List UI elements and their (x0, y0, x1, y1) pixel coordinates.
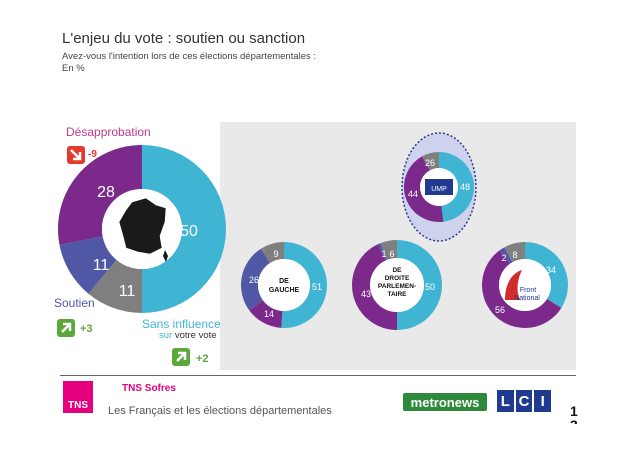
main-label-11b: 11 (119, 283, 136, 300)
main-donut-slice-3 (57, 145, 142, 245)
main-label-11a: 11 (93, 257, 110, 274)
fn-logo-text-2: National (514, 295, 540, 302)
fn-flame-icon (505, 270, 522, 300)
brand-name: TNS Sofres (122, 383, 176, 394)
ump-donut-slice-1 (404, 156, 444, 222)
ump-label-48: 48 (460, 182, 470, 192)
disapproval-delta: -9 (88, 149, 97, 160)
fn-donut-hole (499, 259, 551, 311)
droite-name-4: TAIRE (387, 291, 407, 298)
main-donut-slice-1 (88, 259, 142, 313)
no-influence-sub-sur: sur (159, 330, 173, 341)
lci-logo: L C I (497, 390, 552, 412)
ump-logo-text: UMP (431, 186, 447, 193)
gauche-name-1: DE (279, 278, 289, 285)
gauche-label-26: 26 (249, 275, 259, 285)
gauche-donut-hole (258, 259, 310, 311)
droite-label-1: 1 (381, 249, 386, 259)
gauche-label-9: 9 (273, 249, 278, 259)
main-donut-slice-2 (59, 236, 117, 294)
support-label: Soutien (54, 296, 95, 310)
droite-label-50: 50 (425, 282, 435, 292)
arrow-down-right-icon (67, 146, 85, 164)
fn-label-56: 56 (495, 305, 505, 315)
droite-name-1: DE (392, 267, 402, 274)
gauche-label-14: 14 (264, 309, 274, 319)
droite-donut-hole (370, 258, 424, 312)
subtitle-unit: En % (62, 63, 85, 74)
subtitle-question: Avez-vous l'intention lors de ces électi… (62, 51, 317, 62)
droite-donut-slice-3 (380, 240, 397, 260)
lci-letter-c: C (515, 390, 533, 412)
fn-label-8: 8 (512, 250, 517, 260)
ump-donut-slice-0 (439, 152, 474, 222)
disapproval-label: Désapprobation (66, 125, 151, 139)
footer-text: Les Français et les élections départemen… (108, 405, 332, 417)
main-label-50: 50 (180, 223, 198, 240)
subtitle: Avez-vous l'intention lors de ces électi… (62, 51, 316, 75)
lci-letter-l: L (497, 390, 514, 412)
page-number: 1 3 (570, 404, 578, 424)
page-title: L'enjeu du vote : soutien ou sanction (62, 30, 306, 47)
fn-label-34: 34 (546, 265, 556, 275)
france-map-icon (118, 197, 167, 255)
droite-donut-slice-1 (352, 244, 397, 330)
ump-donut-slice-3 (422, 152, 439, 171)
fn-label-2: 2 (501, 253, 506, 263)
fn-donut-slice-2 (499, 247, 513, 264)
fn-donut-slice-1 (481, 250, 562, 328)
droite-donut-slice-0 (397, 239, 443, 330)
support-delta: +3 (80, 323, 93, 335)
droite-name-2: DROITE (385, 275, 410, 282)
no-influence-delta: +2 (196, 353, 209, 365)
arrow-up-right-icon (172, 348, 190, 366)
footer-divider (60, 375, 576, 376)
metronews-logo: metronews (403, 393, 487, 411)
tns-logo: TNS (63, 381, 93, 413)
main-donut-slice-0 (142, 145, 227, 313)
page-number-digit-2: 3 (570, 418, 578, 424)
fn-donut-slice-3 (504, 242, 525, 263)
gauche-donut-slice-3 (260, 242, 284, 264)
ump-label-44: 44 (408, 189, 418, 199)
droite-label-6: 6 (389, 249, 394, 259)
gauche-donut-slice-2 (240, 248, 271, 311)
no-influence-sub: sur votre vote (159, 330, 217, 341)
fn-logo-text-1: Front (520, 287, 536, 294)
droite-donut-slice-2 (377, 243, 388, 261)
fn-donut-slice-0 (525, 242, 568, 309)
corsica-shape (163, 250, 168, 262)
gauche-donut-slice-0 (281, 242, 327, 328)
gauche-label-51: 51 (312, 282, 322, 292)
droite-name-3: PARLEMEN- (378, 283, 416, 290)
ump-logo (425, 179, 453, 195)
ump-label-26: 26 (425, 158, 435, 168)
page-number-digit-1: 1 (570, 403, 578, 419)
arrow-up-right-icon (57, 319, 75, 337)
lci-letter-i: I (534, 390, 552, 412)
droite-label-43: 43 (361, 289, 371, 299)
no-influence-label: Sans influence (142, 317, 221, 331)
gauche-name-2: GAUCHE (269, 287, 300, 294)
gauche-donut-slice-1 (249, 300, 283, 328)
no-influence-sub-vote: votre vote (174, 330, 217, 341)
main-label-28: 28 (97, 184, 115, 201)
